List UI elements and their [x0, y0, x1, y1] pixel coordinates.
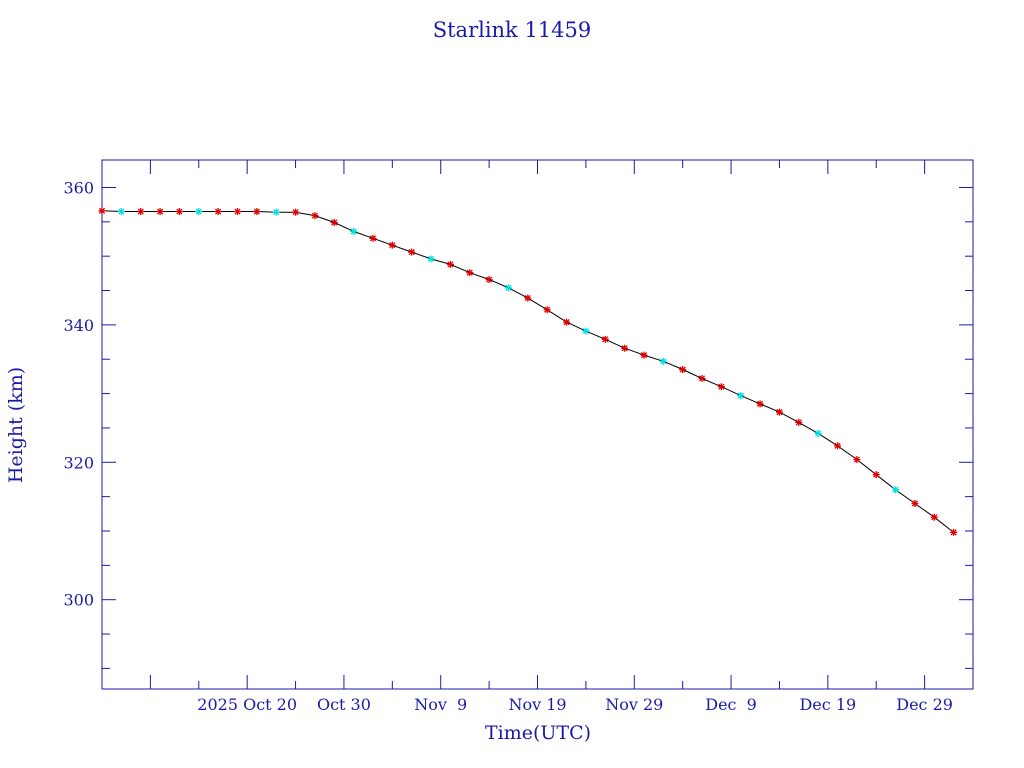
data-point — [98, 207, 106, 215]
data-point — [950, 528, 958, 536]
data-point — [814, 429, 822, 437]
data-point — [214, 208, 222, 216]
data-point — [292, 208, 300, 216]
data-point — [156, 208, 164, 216]
data-point — [446, 260, 454, 268]
data-point — [911, 500, 919, 508]
data-point — [775, 408, 783, 416]
x-tick-label: 2025 Oct 20 — [197, 695, 297, 714]
y-tick-label: 360 — [63, 178, 94, 197]
data-point — [563, 318, 571, 326]
data-point — [659, 357, 667, 365]
y-tick-label: 320 — [63, 453, 94, 472]
y-axis-label: Height (km) — [5, 367, 27, 483]
x-tick-label: Oct 30 — [317, 695, 371, 714]
data-point — [427, 255, 435, 263]
data-point — [137, 208, 145, 216]
x-tick-labels: 2025 Oct 20 Oct 30 Nov 9 Nov 19 Nov 29 Dec 9 D… — [197, 695, 953, 714]
series-markers — [98, 207, 958, 536]
data-point — [117, 208, 125, 216]
data-point — [253, 208, 261, 216]
data-point — [543, 306, 551, 314]
data-point — [485, 276, 493, 284]
data-point — [466, 269, 474, 277]
x-axis-label: Time(UTC) — [485, 722, 591, 744]
data-point — [872, 471, 880, 479]
data-point — [621, 344, 629, 352]
x-tick-label: Dec 9 — [705, 695, 757, 714]
y-tick-label: 340 — [63, 316, 94, 335]
data-point — [388, 241, 396, 249]
data-point — [601, 335, 609, 343]
data-point — [311, 212, 319, 220]
data-point — [272, 208, 280, 216]
data-point — [756, 400, 764, 408]
x-tick-label: Dec 29 — [896, 695, 953, 714]
data-point — [930, 513, 938, 521]
data-point — [524, 294, 532, 302]
data-point — [195, 208, 203, 216]
data-point — [504, 284, 512, 292]
data-point — [350, 227, 358, 235]
data-point — [892, 486, 900, 494]
y-tick-label: 300 — [63, 591, 94, 610]
data-point — [330, 219, 338, 227]
data-point — [175, 208, 183, 216]
data-point — [233, 208, 241, 216]
data-point — [717, 383, 725, 391]
x-tick-label: Dec 19 — [799, 695, 856, 714]
series-line — [101, 210, 954, 533]
data-point — [698, 374, 706, 382]
x-tick-label: Nov 9 — [414, 695, 467, 714]
data-point — [795, 418, 803, 426]
data-point — [582, 327, 590, 335]
data-point — [834, 442, 842, 450]
data-point — [737, 392, 745, 400]
data-point — [679, 366, 687, 374]
x-tick-label: Nov 19 — [508, 695, 566, 714]
axis-ticks — [101, 160, 974, 689]
chart-title: Starlink 11459 — [433, 18, 592, 42]
data-point — [369, 234, 377, 242]
x-tick-label: Nov 29 — [605, 695, 663, 714]
y-tick-labels: 300 320 340 360 — [63, 178, 94, 609]
data-point — [853, 456, 861, 464]
plot-frame — [101, 159, 974, 690]
data-point — [408, 248, 416, 256]
data-point — [640, 351, 648, 359]
